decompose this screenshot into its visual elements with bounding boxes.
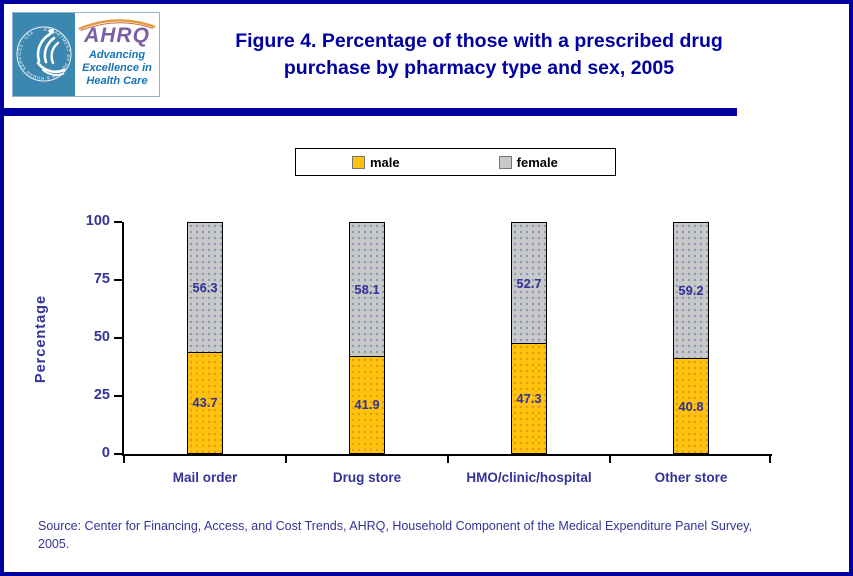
header-divider bbox=[4, 108, 737, 116]
source-note: Source: Center for Financing, Access, an… bbox=[38, 518, 828, 553]
legend-item-male: male bbox=[352, 155, 400, 170]
y-tick bbox=[114, 337, 122, 339]
x-category-label: HMO/clinic/hospital bbox=[466, 470, 592, 485]
bar-segment-male: 47.3 bbox=[511, 344, 547, 454]
bar-value-label: 40.8 bbox=[678, 398, 704, 414]
bar-segment-female: 56.3 bbox=[187, 222, 223, 353]
y-tick-label: 75 bbox=[93, 271, 110, 287]
bar-value-label: 43.7 bbox=[192, 395, 218, 411]
eagle-icon bbox=[36, 28, 66, 76]
legend-item-female: female bbox=[498, 154, 558, 170]
bar-segment-male: 41.9 bbox=[349, 356, 385, 454]
y-tick-label: 50 bbox=[93, 329, 110, 345]
ahrq-tagline: Advancing Excellence in Health Care bbox=[82, 49, 152, 88]
x-axis-labels: Mail order Drug store HMO/clinic/hospital O… bbox=[124, 470, 772, 490]
y-tick bbox=[114, 453, 122, 455]
bar-value-label: 41.9 bbox=[354, 397, 380, 413]
source-note-line2: 2005. bbox=[38, 536, 70, 551]
bar-value-label: 52.7 bbox=[516, 275, 542, 291]
x-tick bbox=[285, 456, 287, 463]
y-tick bbox=[114, 221, 122, 223]
y-tick-label: 100 bbox=[85, 213, 110, 229]
bar-value-label: 47.3 bbox=[516, 391, 542, 407]
x-category-label: Drug store bbox=[332, 470, 402, 485]
x-tick bbox=[609, 456, 611, 463]
figure-title-line2: purchase by pharmacy type and sex, 2005 bbox=[283, 56, 675, 79]
bar-value-label: 56.3 bbox=[192, 279, 218, 295]
x-category-label: Mail order bbox=[172, 470, 238, 485]
x-tick bbox=[447, 456, 449, 463]
bar-segment-male: 40.8 bbox=[673, 359, 709, 454]
ahrq-acronym: AHRQ bbox=[84, 24, 150, 47]
bar-segment-female: 58.1 bbox=[349, 222, 385, 357]
hhs-seal-icon: DEPARTMENT OF HEALTH & HUMAN SERVICES · … bbox=[13, 13, 75, 96]
plot-area: 56.3 43.7 58.1 41.9 52.7 47.3 59.2 40.8 bbox=[114, 221, 772, 463]
legend-label: female bbox=[516, 154, 558, 170]
legend-swatch bbox=[498, 155, 512, 169]
bar: 52.7 47.3 bbox=[511, 222, 547, 454]
x-tick bbox=[769, 456, 771, 463]
bar: 58.1 41.9 bbox=[349, 222, 385, 454]
hhs-ahrq-logo: DEPARTMENT OF HEALTH & HUMAN SERVICES · … bbox=[12, 12, 160, 97]
bar-value-label: 58.1 bbox=[354, 281, 380, 297]
bar-segment-male: 43.7 bbox=[187, 352, 223, 454]
y-tick-label: 0 bbox=[101, 445, 110, 461]
bar-segment-female: 59.2 bbox=[673, 222, 709, 360]
x-category-label: Other store bbox=[654, 470, 728, 485]
legend-swatch bbox=[352, 155, 365, 169]
figure-title: Figure 4. Percentage of those with a pre… bbox=[164, 28, 794, 82]
bar-value-label: 59.2 bbox=[678, 283, 704, 299]
y-tick-label: 25 bbox=[93, 387, 110, 403]
bar: 56.3 43.7 bbox=[187, 222, 223, 454]
bar: 59.2 40.8 bbox=[673, 222, 709, 454]
legend-label: male bbox=[370, 154, 400, 170]
y-tick bbox=[114, 395, 122, 397]
ahrq-logo-text: AHRQ Advancing Excellence in Health Care bbox=[75, 13, 159, 96]
bar-segment-female: 52.7 bbox=[511, 222, 547, 345]
figure-title-line1: Figure 4. Percentage of those with a pre… bbox=[235, 30, 723, 52]
ahrq-arc-icon bbox=[78, 19, 156, 31]
y-tick bbox=[114, 279, 122, 281]
x-tick bbox=[123, 456, 125, 463]
legend: male female bbox=[295, 148, 616, 176]
source-note-line1: Source: Center for Financing, Access, an… bbox=[38, 519, 753, 533]
